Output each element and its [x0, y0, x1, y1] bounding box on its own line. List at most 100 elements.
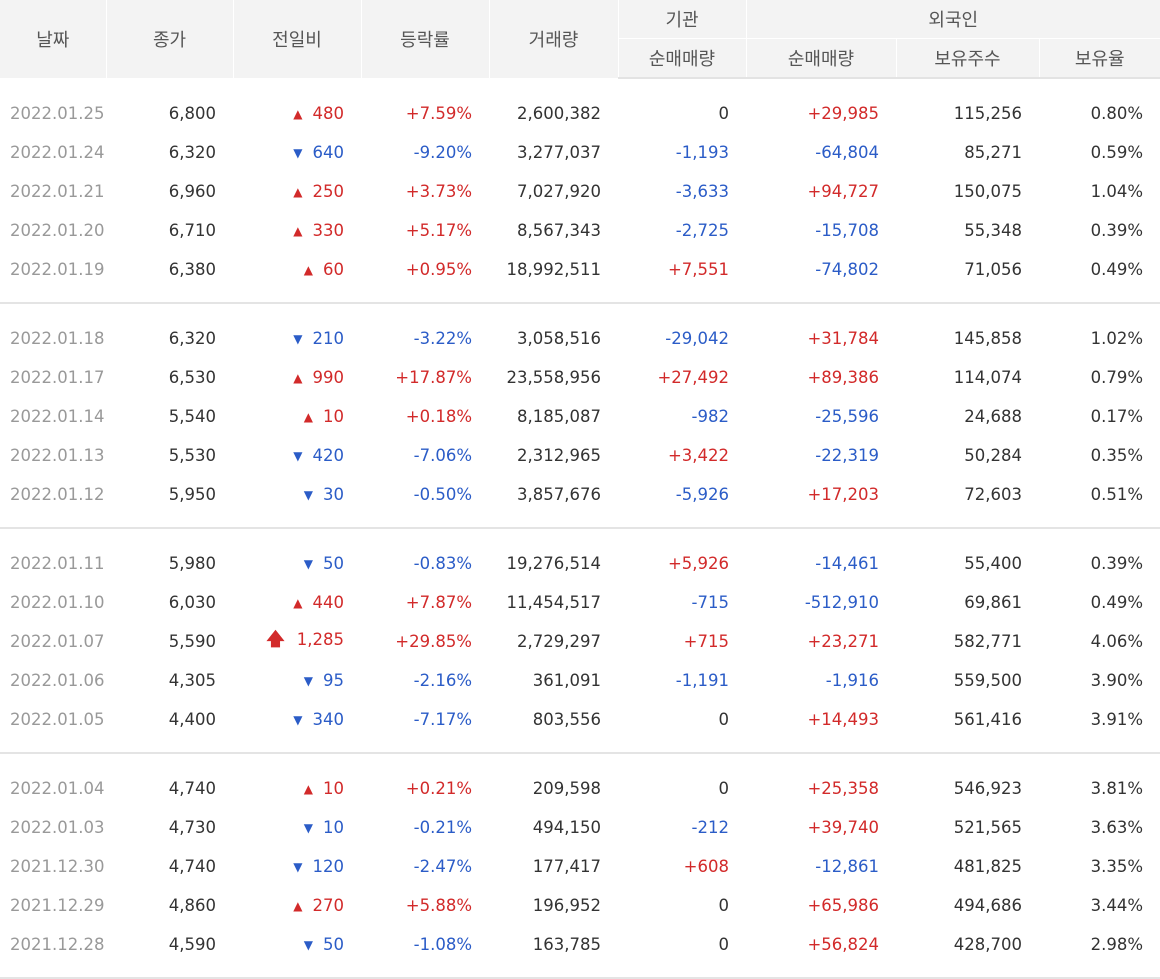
cell-institution-net: +3,422 — [667, 446, 729, 465]
divider-cell — [0, 289, 1160, 304]
cell-foreign-net: +14,493 — [807, 710, 879, 729]
cell-foreign-ratio: 1.02% — [1090, 329, 1144, 348]
up-triangle-icon: ▲ — [293, 596, 303, 610]
cell-rate: -7.17% — [413, 710, 472, 729]
change-value: 480 — [312, 104, 345, 123]
down-triangle-icon: ▼ — [293, 713, 303, 727]
cell-foreign-ratio: 2.98% — [1090, 935, 1144, 954]
cell-change: ▼ 50 — [233, 925, 361, 964]
change-value: 340 — [312, 710, 345, 729]
cell-foreign-net: +29,985 — [807, 104, 879, 123]
down-triangle-icon: ▼ — [293, 449, 303, 463]
table-row: 2021.12.29 4,860 ▲ 270 +5.88% 196,952 0 +65,986… — [0, 886, 1160, 925]
cell-change: ▲ 330 — [233, 211, 361, 250]
table-row: 2022.01.10 6,030 ▲ 440 +7.87% 11,454,517 -715 -… — [0, 583, 1160, 622]
cell-rate: -2.16% — [413, 671, 472, 690]
cell-institution-net: -2,725 — [675, 221, 729, 240]
cell-change: ▲ 440 — [233, 583, 361, 622]
cell-change: ▲ 10 — [233, 769, 361, 808]
table-row: 2022.01.17 6,530 ▲ 990 +17.87% 23,558,956 +27,… — [0, 358, 1160, 397]
group-divider — [0, 289, 1160, 304]
cell-date: 2022.01.19 — [10, 260, 105, 279]
cell-date: 2022.01.04 — [10, 779, 105, 798]
cell-rate: +0.95% — [405, 260, 472, 279]
down-triangle-icon: ▼ — [303, 557, 313, 571]
cell-change: ▼ 120 — [233, 847, 361, 886]
table-row: 2022.01.12 5,950 ▼ 30 -0.50% 3,857,676 -5,926 +… — [0, 475, 1160, 514]
cell-close: 6,800 — [168, 104, 216, 123]
cell-institution-net: +5,926 — [667, 554, 729, 573]
cell-volume: 7,027,920 — [517, 182, 601, 201]
down-triangle-icon: ▼ — [303, 821, 313, 835]
table-row: 2022.01.13 5,530 ▼ 420 -7.06% 2,312,965 +3,422… — [0, 436, 1160, 475]
change-value: 95 — [323, 671, 344, 690]
cell-volume: 2,729,297 — [517, 632, 601, 651]
cell-volume: 23,558,956 — [506, 368, 601, 387]
cell-rate: +3.73% — [405, 182, 472, 201]
cell-foreign-holdings: 50,284 — [964, 446, 1022, 465]
cell-change: ▼ 10 — [233, 808, 361, 847]
cell-foreign-ratio: 0.51% — [1090, 485, 1144, 504]
up-triangle-icon: ▲ — [303, 410, 313, 424]
header-close: 종가 — [105, 0, 233, 78]
cell-volume: 8,567,343 — [517, 221, 601, 240]
cell-foreign-holdings: 69,861 — [964, 593, 1022, 612]
cell-rate: +0.21% — [405, 779, 472, 798]
cell-volume: 8,185,087 — [517, 407, 601, 426]
cell-foreign-net: -12,861 — [815, 857, 879, 876]
change-value: 640 — [312, 143, 345, 162]
cell-institution-net: -3,633 — [675, 182, 729, 201]
divider-cell — [0, 514, 1160, 529]
cell-foreign-net: -64,804 — [815, 143, 879, 162]
cell-close: 5,530 — [168, 446, 216, 465]
cell-foreign-holdings: 145,858 — [953, 329, 1022, 348]
change-value: 50 — [323, 554, 344, 573]
cell-close: 5,980 — [168, 554, 216, 573]
cell-rate: -3.22% — [413, 329, 472, 348]
table-row: 2022.01.24 6,320 ▼ 640 -9.20% 3,277,037 -1,193… — [0, 133, 1160, 172]
cell-volume: 3,277,037 — [517, 143, 601, 162]
cell-foreign-holdings: 494,686 — [953, 896, 1022, 915]
divider-cell — [0, 739, 1160, 754]
cell-volume: 3,857,676 — [517, 485, 601, 504]
change-value: 990 — [312, 368, 345, 387]
cell-volume: 3,058,516 — [517, 329, 601, 348]
cell-foreign-net: +89,386 — [807, 368, 879, 387]
cell-date: 2022.01.13 — [10, 446, 105, 465]
cell-institution-net: -982 — [691, 407, 729, 426]
cell-volume: 18,992,511 — [506, 260, 601, 279]
cell-foreign-ratio: 0.49% — [1090, 260, 1144, 279]
cell-foreign-ratio: 0.49% — [1090, 593, 1144, 612]
change-value: 1,285 — [296, 629, 344, 649]
cell-close: 4,730 — [168, 818, 216, 837]
group-spacer — [0, 78, 1160, 94]
cell-foreign-holdings: 428,700 — [953, 935, 1022, 954]
cell-institution-net: -1,193 — [675, 143, 729, 162]
cell-date: 2022.01.03 — [10, 818, 105, 837]
group-spacer — [0, 303, 1160, 319]
header-institution-group: 기관 — [617, 0, 746, 39]
cell-foreign-ratio: 4.06% — [1090, 632, 1144, 651]
cell-rate: +7.59% — [405, 104, 472, 123]
header-foreign-ratio: 보유율 — [1038, 38, 1160, 79]
cell-date: 2022.01.11 — [10, 554, 105, 573]
cell-foreign-holdings: 546,923 — [953, 779, 1022, 798]
cell-institution-net: +608 — [683, 857, 729, 876]
cell-change: ▼ 30 — [233, 475, 361, 514]
cell-close: 4,740 — [168, 779, 216, 798]
cell-foreign-net: +56,824 — [807, 935, 879, 954]
cell-foreign-ratio: 3.63% — [1090, 818, 1144, 837]
cell-foreign-holdings: 481,825 — [953, 857, 1022, 876]
change-value: 120 — [312, 857, 345, 876]
cell-change: ▼ 95 — [233, 661, 361, 700]
cell-foreign-ratio: 0.17% — [1090, 407, 1144, 426]
cell-foreign-ratio: 0.39% — [1090, 221, 1144, 240]
change-value: 60 — [323, 260, 344, 279]
change-value: 210 — [312, 329, 345, 348]
up-triangle-icon: ▲ — [293, 107, 303, 121]
table-row: 2022.01.06 4,305 ▼ 95 -2.16% 361,091 -1,191 -1,… — [0, 661, 1160, 700]
cell-close: 5,540 — [168, 407, 216, 426]
header-foreign-holdings: 보유주수 — [895, 38, 1039, 79]
table-row: 2022.01.25 6,800 ▲ 480 +7.59% 2,600,382 0 +29,9… — [0, 94, 1160, 133]
cell-close: 4,400 — [168, 710, 216, 729]
